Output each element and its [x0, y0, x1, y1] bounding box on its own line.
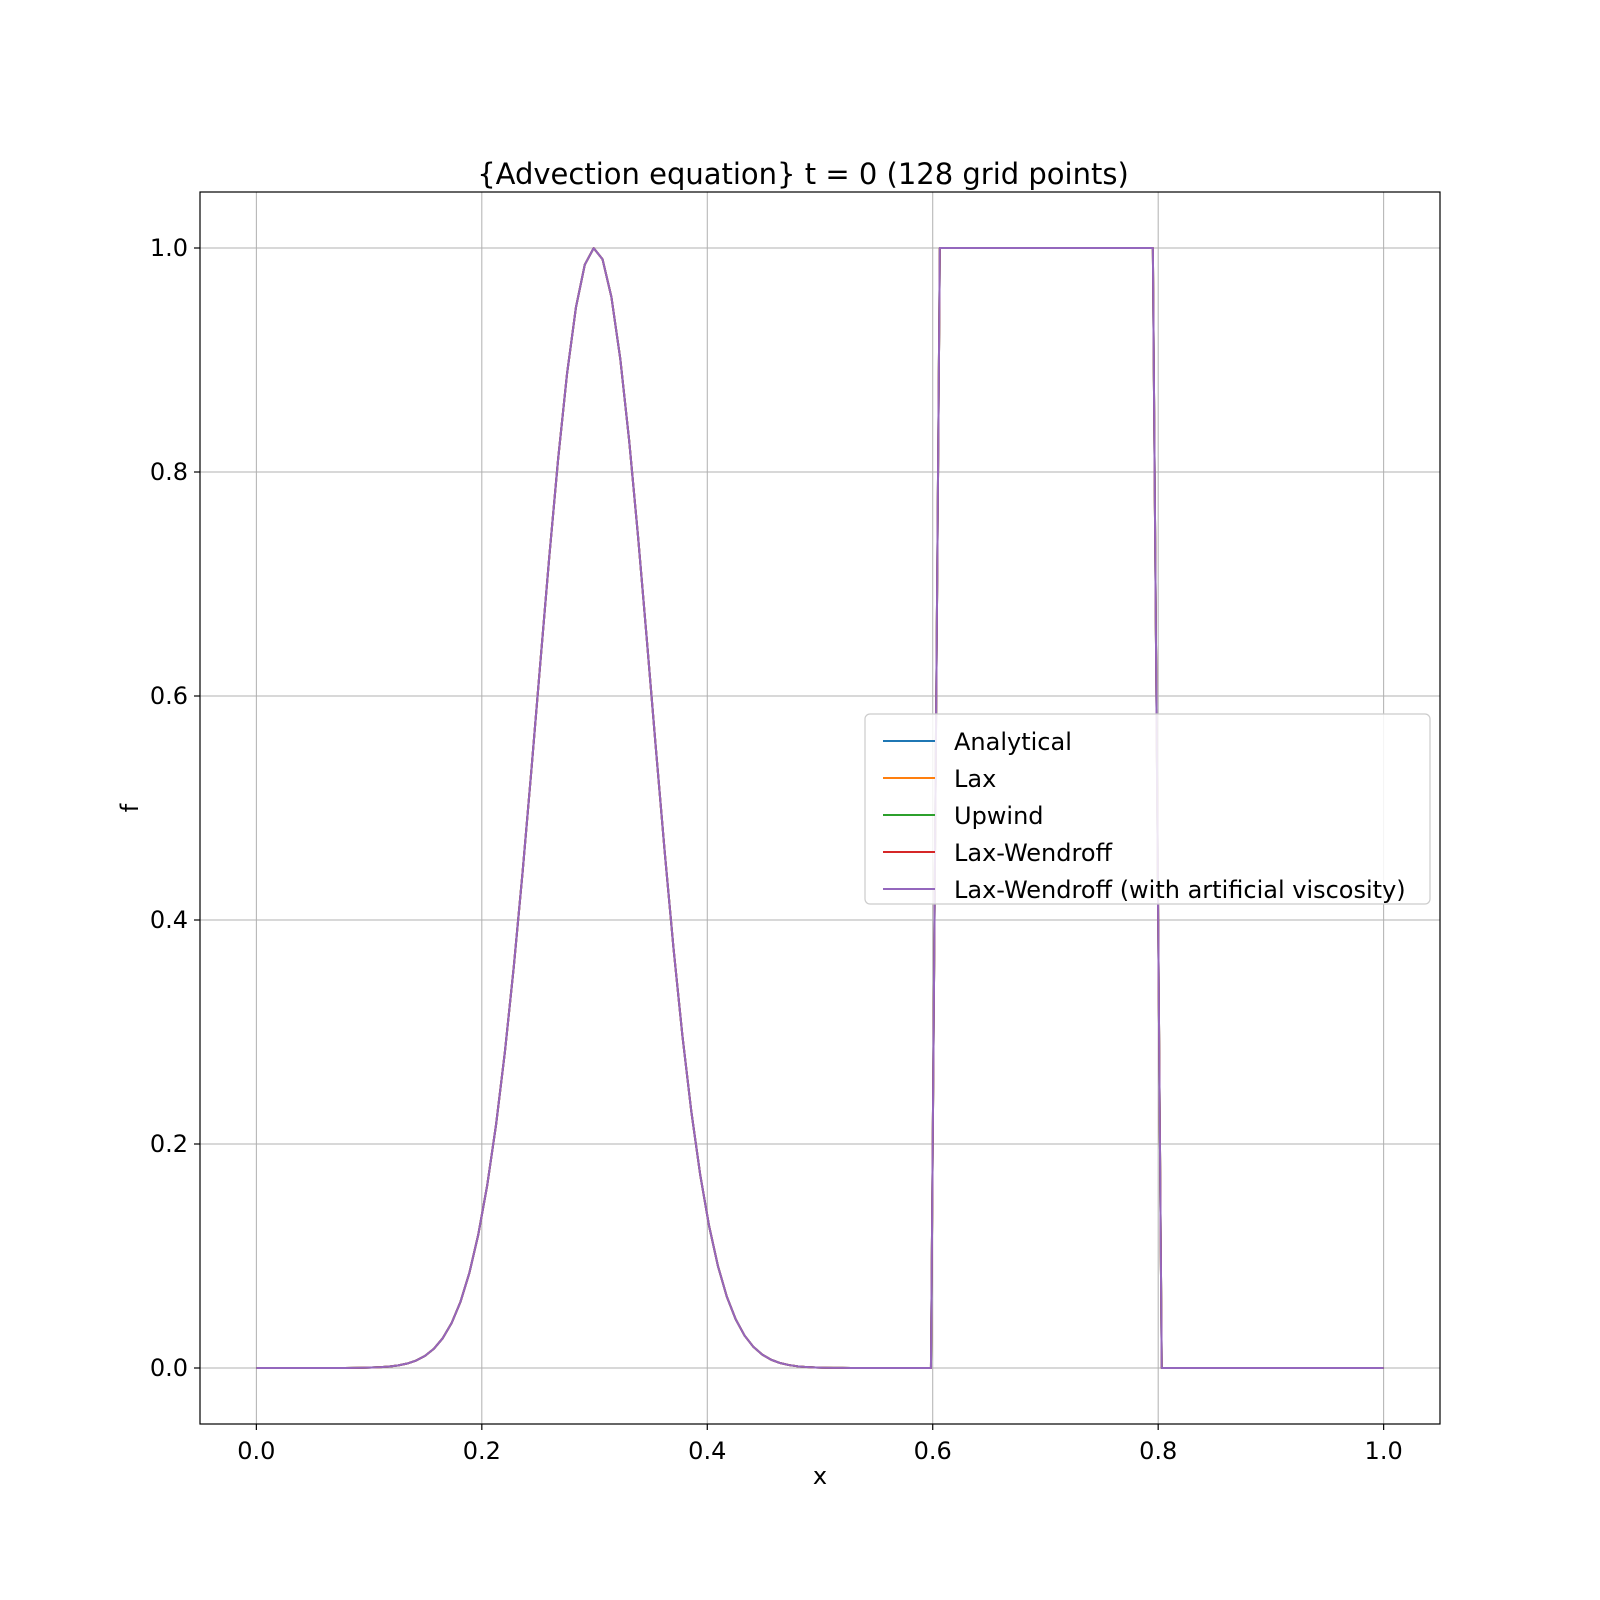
x-tick-label: 0.0: [237, 1437, 275, 1465]
y-tick-label: 0.8: [150, 458, 188, 486]
x-tick-label: 0.6: [914, 1437, 952, 1465]
y-axis-label: f: [116, 803, 144, 812]
x-tick-label: 1.0: [1365, 1437, 1403, 1465]
legend-label: Upwind: [954, 802, 1044, 830]
x-axis-label: x: [813, 1462, 827, 1490]
x-tick-label: 0.2: [463, 1437, 501, 1465]
series-lines: [256, 247, 1384, 1369]
legend-label: Lax: [954, 765, 996, 793]
legend: Analytical Lax Upwind Lax-Wendroff Lax-Wendr…: [864, 713, 1431, 905]
x-axis-ticks: 0.0 0.2 0.4 0.6 0.8 1.0: [237, 1424, 1403, 1465]
series-line-5: [256, 247, 1384, 1369]
y-tick-label: 0.2: [150, 1130, 188, 1158]
y-tick-label: 0.4: [150, 906, 188, 934]
y-tick-label: 0.6: [150, 682, 188, 710]
y-tick-label: 1.0: [150, 234, 188, 262]
plot-frame: [199, 191, 1441, 1425]
legend-label: Analytical: [954, 728, 1072, 756]
legend-label: Lax-Wendroff (with artificial viscosity): [954, 876, 1406, 904]
chart-title: {Advection equation} t = 0 (128 grid poi…: [477, 157, 1129, 191]
legend-label: Lax-Wendroff: [954, 839, 1113, 867]
legend-box: [864, 713, 1431, 905]
x-tick-label: 0.8: [1139, 1437, 1177, 1465]
y-axis-ticks: 0.0 0.2 0.4 0.6 0.8 1.0: [150, 234, 200, 1382]
y-tick-label: 0.0: [150, 1354, 188, 1382]
x-tick-label: 0.4: [688, 1437, 726, 1465]
